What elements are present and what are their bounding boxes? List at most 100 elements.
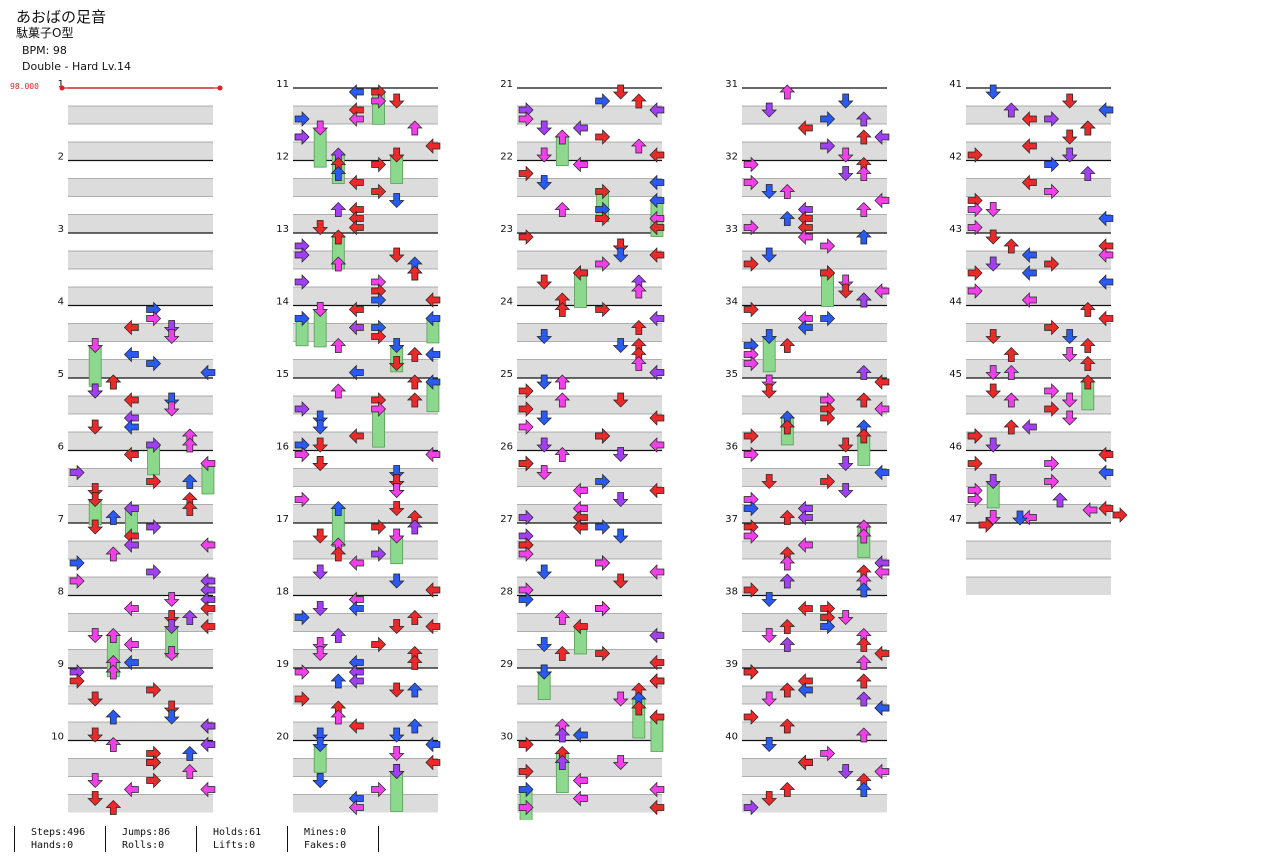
note-arrow bbox=[797, 319, 813, 336]
note-arrow bbox=[1098, 247, 1114, 263]
measure-number: 25 bbox=[500, 369, 513, 380]
measure-number: 47 bbox=[949, 514, 962, 525]
note-arrow bbox=[163, 709, 180, 725]
measure-41: 41 bbox=[949, 79, 1111, 160]
beat-band bbox=[517, 106, 662, 124]
beat-band bbox=[966, 359, 1111, 378]
note-arrow bbox=[630, 700, 647, 716]
note-arrow bbox=[536, 564, 553, 580]
measure-number: 28 bbox=[500, 587, 513, 598]
note-arrow bbox=[294, 401, 310, 417]
stat-hands: Hands:0 bbox=[31, 840, 74, 851]
measure-number: 4 bbox=[58, 297, 64, 308]
note-arrow bbox=[330, 709, 347, 725]
stat-jumps: Jumps:86 bbox=[122, 827, 171, 838]
beat-band bbox=[293, 359, 438, 378]
stats-col-mines: Mines:0 Fakes:0 bbox=[287, 826, 378, 852]
note-arrow bbox=[837, 166, 854, 181]
note-arrow bbox=[294, 664, 310, 680]
note-arrow bbox=[123, 654, 139, 671]
note-arrow bbox=[761, 329, 778, 344]
beat-band bbox=[68, 468, 213, 487]
note-arrow bbox=[536, 437, 553, 453]
note-arrow bbox=[123, 500, 139, 517]
note-arrow bbox=[649, 247, 665, 263]
note-arrow bbox=[779, 682, 796, 698]
stats-col-jumps: Jumps:86 Rolls:0 bbox=[105, 826, 196, 852]
note-arrow bbox=[572, 120, 588, 136]
note-arrow bbox=[837, 610, 854, 625]
note-arrow bbox=[388, 573, 405, 589]
note-arrow bbox=[181, 474, 198, 489]
note-arrow bbox=[406, 347, 423, 362]
note-arrow bbox=[371, 781, 387, 798]
bpm-change-dot bbox=[217, 85, 223, 91]
note-arrow bbox=[87, 773, 104, 788]
beat-band bbox=[68, 214, 213, 233]
note-arrow bbox=[874, 129, 890, 145]
note-arrow bbox=[371, 93, 387, 109]
beat-band bbox=[742, 504, 887, 523]
note-arrow bbox=[312, 564, 329, 580]
stat-fakes: Fakes:0 bbox=[304, 840, 347, 851]
measure-number: 22 bbox=[500, 152, 513, 163]
beat-band bbox=[68, 794, 213, 813]
note-arrow bbox=[330, 628, 347, 643]
note-arrow bbox=[761, 474, 778, 489]
measure-number: 2 bbox=[58, 152, 64, 163]
measure-number: 31 bbox=[725, 79, 738, 90]
measure-number: 24 bbox=[500, 297, 513, 308]
beat-band bbox=[966, 504, 1111, 523]
measure-number: 3 bbox=[58, 224, 64, 235]
note-arrow bbox=[348, 364, 364, 381]
beat-band bbox=[293, 287, 438, 305]
note-arrow bbox=[294, 310, 310, 327]
measure-number: 18 bbox=[276, 587, 289, 598]
note-arrow bbox=[797, 509, 813, 526]
note-arrow bbox=[855, 637, 872, 652]
note-arrow bbox=[69, 573, 85, 589]
note-arrow bbox=[985, 84, 1002, 100]
note-arrow bbox=[837, 437, 854, 453]
note-arrow bbox=[743, 446, 759, 463]
note-arrow bbox=[595, 555, 611, 571]
note-arrow bbox=[874, 464, 890, 481]
note-arrow bbox=[406, 519, 423, 535]
note-arrow bbox=[1044, 111, 1060, 127]
note-arrow bbox=[371, 292, 387, 308]
note-arrow bbox=[425, 346, 441, 363]
note-arrow bbox=[743, 664, 759, 680]
note-arrow bbox=[1098, 274, 1114, 290]
note-arrow bbox=[612, 238, 629, 254]
note-arrow bbox=[967, 491, 983, 508]
note-arrow bbox=[554, 610, 571, 625]
note-arrow bbox=[820, 310, 836, 327]
measure-45: 45 bbox=[949, 369, 1111, 450]
beat-band bbox=[966, 142, 1111, 160]
note-arrow bbox=[388, 147, 405, 163]
beat-band bbox=[742, 468, 887, 487]
beat-band bbox=[517, 287, 662, 305]
note-arrow bbox=[797, 682, 813, 698]
note-arrow bbox=[1098, 102, 1114, 118]
beat-band bbox=[517, 432, 662, 450]
note-arrow bbox=[874, 700, 890, 716]
note-arrow bbox=[855, 727, 872, 743]
note-arrow bbox=[348, 219, 364, 236]
measure-22: 22 bbox=[500, 152, 662, 233]
bpm-change-dot bbox=[59, 85, 65, 91]
measure-number: 23 bbox=[500, 224, 513, 235]
note-arrow bbox=[1021, 138, 1037, 154]
note-arrow bbox=[797, 537, 813, 553]
note-arrow bbox=[87, 791, 104, 806]
note-arrow bbox=[1021, 247, 1037, 263]
beat-band bbox=[293, 649, 438, 668]
beat-band bbox=[68, 686, 213, 704]
note-arrow bbox=[518, 419, 534, 435]
measure-1: 1 bbox=[58, 79, 213, 160]
note-arrow bbox=[388, 338, 405, 353]
beat-band bbox=[517, 396, 662, 414]
note-arrow bbox=[554, 646, 571, 661]
note-arrow bbox=[874, 192, 890, 209]
measure-number: 10 bbox=[51, 732, 64, 743]
